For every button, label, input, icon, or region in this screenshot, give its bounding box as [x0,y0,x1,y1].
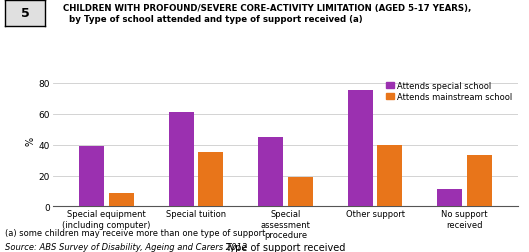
Text: (a) some children may receive more than one type of support: (a) some children may receive more than … [5,228,266,237]
X-axis label: Type of support received: Type of support received [225,242,346,252]
Bar [109,193,134,207]
Y-axis label: %: % [26,137,36,146]
Text: 5: 5 [21,7,30,20]
Bar [288,177,313,207]
Bar [258,137,284,207]
Legend: Attends special school, Attends mainstream school: Attends special school, Attends mainstre… [384,80,514,103]
Bar [198,153,223,207]
Bar [377,145,403,207]
Bar [348,91,373,207]
Text: Source: ABS Survey of Disability, Ageing and Carers 2012: Source: ABS Survey of Disability, Ageing… [5,242,248,251]
Text: by Type of school attended and type of support received (a): by Type of school attended and type of s… [63,15,363,24]
Text: CHILDREN WITH PROFOUND/SEVERE CORE-ACTIVITY LIMITATION (AGED 5-17 YEARS),: CHILDREN WITH PROFOUND/SEVERE CORE-ACTIV… [63,4,472,13]
Bar [169,113,194,207]
Bar [437,190,462,207]
Bar [79,146,104,207]
Bar [467,156,492,207]
